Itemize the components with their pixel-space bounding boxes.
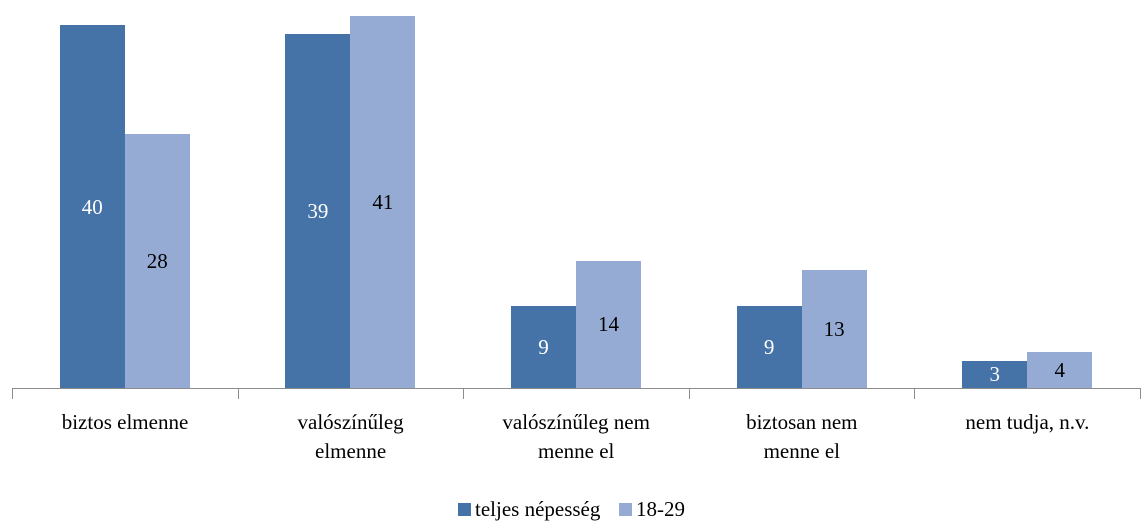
- tick-mark: [914, 388, 916, 399]
- bar: [124, 133, 190, 388]
- tick-mark: [12, 388, 13, 399]
- data-label: 41: [372, 190, 394, 214]
- tick-mark: [463, 388, 465, 399]
- tick-mark: [237, 388, 239, 399]
- tick-mark: [1140, 388, 1141, 399]
- bar: [576, 260, 641, 388]
- x-tick-label: nem tudja, n.v.: [965, 410, 1090, 434]
- legend-swatch: [458, 503, 471, 516]
- legend-label: teljes népesség: [475, 497, 601, 521]
- data-label: 9: [763, 335, 775, 360]
- bar: [962, 360, 1028, 388]
- data-label: 13: [823, 317, 845, 342]
- bar: [736, 306, 802, 388]
- data-label: 3: [989, 362, 1000, 387]
- bar: [350, 16, 416, 388]
- data-label: 28: [146, 248, 168, 273]
- legend-label: 18-29: [636, 497, 685, 521]
- baseline: [12, 388, 1140, 389]
- x-tick-label: biztos elmenne: [61, 410, 189, 434]
- x-tick-label: biztosan nem menne el: [746, 410, 858, 463]
- bar: [511, 306, 576, 388]
- x-tick-label: valószínűleg nem menne el: [502, 410, 650, 463]
- bar: [801, 270, 867, 388]
- bar: [1027, 351, 1093, 388]
- x-tick-label: valószínűleg elmenne: [297, 410, 404, 463]
- data-label: 4: [1054, 357, 1065, 382]
- legend-swatch: [619, 503, 632, 516]
- bar: [59, 25, 125, 388]
- bar: [285, 34, 351, 388]
- tick-mark: [688, 388, 690, 399]
- data-label: 9: [538, 335, 549, 360]
- data-label: 14: [598, 312, 619, 337]
- data-label: 40: [81, 194, 103, 219]
- data-label: 39: [307, 199, 329, 224]
